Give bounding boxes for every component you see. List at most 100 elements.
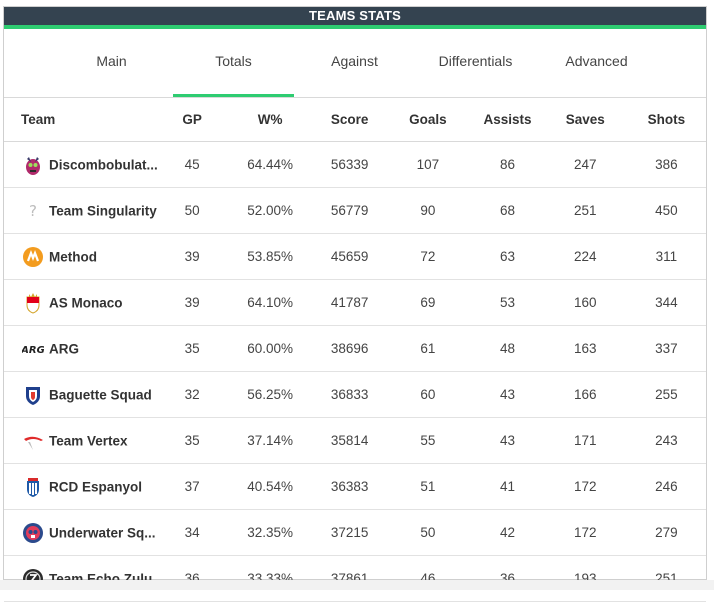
column-header-assists[interactable]: Assists	[471, 97, 544, 142]
page-bottom-strip	[0, 580, 714, 590]
gp-cell: 50	[158, 187, 226, 234]
gp-cell: 45	[158, 141, 226, 188]
score-cell: 38696	[314, 325, 385, 372]
saves-cell: 247	[543, 141, 627, 188]
method-logo-icon	[22, 246, 44, 268]
score-cell: 36383	[314, 463, 385, 510]
wpct-cell: 40.54%	[225, 463, 315, 510]
table-header-row: Team GP W% Score Goals Assists Saves Sho…	[4, 97, 706, 142]
saves-cell: 166	[543, 371, 627, 418]
team-cell[interactable]: Underwater Sq...	[4, 509, 159, 556]
table-row: Team Vertex 35 37.14% 35814 55 43 171 24…	[4, 417, 706, 464]
table-row: Team Echo Zulu 36 33.33% 37861 46 36 193…	[4, 555, 706, 602]
goals-cell: 60	[384, 371, 472, 418]
table-row: Discombobulat... 45 64.44% 56339 107 86 …	[4, 141, 706, 188]
gp-cell: 32	[158, 371, 226, 418]
table-row: Baguette Squad 32 56.25% 36833 60 43 166…	[4, 371, 706, 418]
score-cell: 37215	[314, 509, 385, 556]
wpct-cell: 52.00%	[225, 187, 315, 234]
assists-cell: 63	[471, 233, 544, 280]
wpct-cell: 37.14%	[225, 417, 315, 464]
shots-cell: 311	[626, 233, 706, 280]
score-cell: 37861	[314, 555, 385, 602]
saves-cell: 193	[543, 555, 627, 602]
assists-cell: 43	[471, 417, 544, 464]
table-row: AS Monaco 39 64.10% 41787 69 53 160 344	[4, 279, 706, 326]
saves-cell: 160	[543, 279, 627, 326]
team-cell[interactable]: RCD Espanyol	[4, 463, 159, 510]
teams-stats-panel: TEAMS STATS Main Totals Against Differen…	[3, 6, 707, 602]
wpct-cell: 53.85%	[225, 233, 315, 280]
team-name: Method	[49, 249, 97, 264]
assists-cell: 53	[471, 279, 544, 326]
unknown-team-icon: ?	[22, 200, 44, 222]
team-name: Team Vertex	[49, 433, 128, 448]
goals-cell: 72	[384, 233, 472, 280]
arg-logo-text: ARG	[22, 345, 44, 356]
team-cell[interactable]: Team Vertex	[4, 417, 159, 464]
shots-cell: 243	[626, 417, 706, 464]
team-vertex-logo-icon	[22, 430, 44, 452]
tab-main[interactable]: Main	[96, 53, 127, 69]
shots-cell: 251	[626, 555, 706, 602]
column-header-shots[interactable]: Shots	[626, 97, 706, 142]
goals-cell: 61	[384, 325, 472, 372]
team-name: Baguette Squad	[49, 387, 152, 402]
wpct-cell: 64.10%	[225, 279, 315, 326]
assists-cell: 48	[471, 325, 544, 372]
team-stats-table: Team GP W% Score Goals Assists Saves Sho…	[4, 97, 706, 602]
team-name: ARG	[49, 341, 79, 356]
column-header-wpct[interactable]: W%	[225, 97, 315, 142]
column-header-gp[interactable]: GP	[158, 97, 226, 142]
saves-cell: 172	[543, 463, 627, 510]
tab-differentials[interactable]: Differentials	[438, 53, 513, 69]
saves-cell: 172	[543, 509, 627, 556]
assists-cell: 42	[471, 509, 544, 556]
shots-cell: 255	[626, 371, 706, 418]
team-name: RCD Espanyol	[49, 479, 143, 494]
team-cell[interactable]: ? Team Singularity	[4, 187, 159, 234]
gp-cell: 37	[158, 463, 226, 510]
column-header-goals[interactable]: Goals	[384, 97, 472, 142]
assists-cell: 68	[471, 187, 544, 234]
title-accent-bar	[4, 25, 706, 29]
panel-title: TEAMS STATS	[4, 7, 706, 25]
assists-cell: 36	[471, 555, 544, 602]
column-header-team[interactable]: Team	[4, 97, 159, 142]
team-cell[interactable]: Baguette Squad	[4, 371, 159, 418]
shots-cell: 344	[626, 279, 706, 326]
wpct-cell: 64.44%	[225, 141, 315, 188]
team-cell[interactable]: Team Echo Zulu	[4, 555, 159, 602]
score-cell: 35814	[314, 417, 385, 464]
score-cell: 36833	[314, 371, 385, 418]
gp-cell: 35	[158, 417, 226, 464]
tab-totals[interactable]: Totals	[173, 29, 294, 97]
saves-cell: 224	[543, 233, 627, 280]
discombobulators-logo-icon	[22, 154, 44, 176]
assists-cell: 86	[471, 141, 544, 188]
score-cell: 56339	[314, 141, 385, 188]
gp-cell: 39	[158, 233, 226, 280]
assists-cell: 41	[471, 463, 544, 510]
shots-cell: 450	[626, 187, 706, 234]
team-cell[interactable]: AS Monaco	[4, 279, 159, 326]
table-row: Underwater Sq... 34 32.35% 37215 50 42 1…	[4, 509, 706, 556]
underwater-squad-logo-icon	[22, 522, 44, 544]
svg-text:?: ?	[29, 202, 37, 220]
team-cell[interactable]: Discombobulat...	[4, 141, 159, 188]
team-name: AS Monaco	[49, 295, 123, 310]
table-row: ? Team Singularity 50 52.00% 56779 90 68…	[4, 187, 706, 234]
gp-cell: 39	[158, 279, 226, 326]
shots-cell: 337	[626, 325, 706, 372]
wpct-cell: 56.25%	[225, 371, 315, 418]
team-cell[interactable]: Method	[4, 233, 159, 280]
column-header-saves[interactable]: Saves	[543, 97, 627, 142]
table-row: RCD Espanyol 37 40.54% 36383 51 41 172 2…	[4, 463, 706, 510]
tab-against[interactable]: Against	[331, 53, 378, 69]
table-row: ARG ARG 35 60.00% 38696 61 48 163 337	[4, 325, 706, 372]
goals-cell: 107	[384, 141, 472, 188]
table-row: Method 39 53.85% 45659 72 63 224 311	[4, 233, 706, 280]
column-header-score[interactable]: Score	[314, 97, 385, 142]
team-cell[interactable]: ARG ARG	[4, 325, 159, 372]
tab-advanced[interactable]: Advanced	[565, 53, 628, 69]
